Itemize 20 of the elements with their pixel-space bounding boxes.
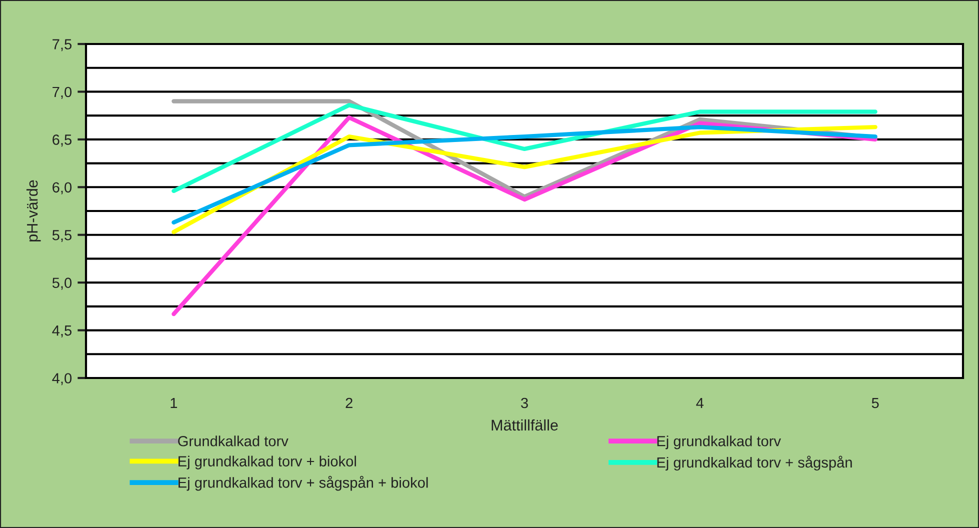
y-tick-label: 5,5 — [52, 230, 72, 242]
y-tick-label: 4,0 — [52, 373, 72, 386]
x-tick-label: 3 — [521, 398, 528, 408]
y-tick-label: 6,5 — [52, 134, 72, 147]
legend-label: Ej grundkalkad torv + biokol — [178, 456, 356, 470]
y-axis-title: pH-värde — [26, 180, 41, 242]
y-tick-label: 7,5 — [52, 39, 72, 52]
legend-label: Ej grundkalkad torv + sågspån — [657, 456, 852, 471]
legend-label: Ej grundkalkad torv + sågspån + biokol — [178, 476, 428, 491]
x-tick-label: 5 — [872, 398, 879, 408]
x-tick-label: 1 — [170, 398, 178, 408]
y-tick-label: 4,5 — [52, 326, 72, 338]
y-tick-label: 7,0 — [52, 86, 72, 99]
x-tick-label: 2 — [346, 398, 352, 408]
y-tick-label: 5,0 — [52, 278, 72, 290]
x-axis-title: Mättillfälle — [492, 419, 558, 431]
x-tick-label: 4 — [696, 398, 704, 408]
y-tick-label: 6,0 — [52, 182, 72, 194]
legend-label: Grundkalkad torv — [178, 436, 288, 446]
legend-label: Ej grundkalkad torv — [657, 436, 781, 450]
